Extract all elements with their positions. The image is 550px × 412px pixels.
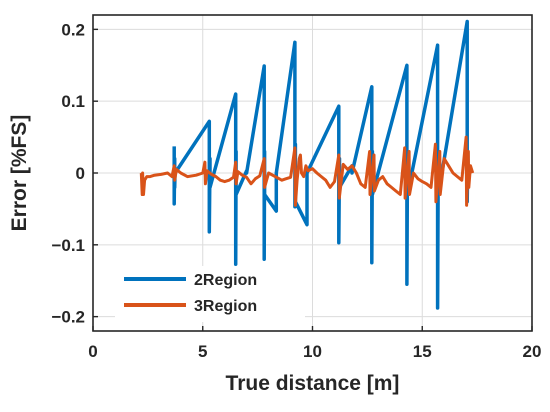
- x-tick-label-2: 10: [303, 342, 322, 361]
- y-tick-label-0: −0.2: [51, 308, 85, 327]
- x-tick-label-1: 5: [198, 342, 207, 361]
- legend-label-3region: 3Region: [194, 298, 257, 315]
- series-layer: [139, 19, 475, 310]
- x-tick-label-4: 20: [523, 342, 542, 361]
- ticks: 0 5 10 15 20 −0.2 −0.1 0 0.1 0.2: [51, 20, 541, 361]
- legend: 2Region 3Region: [115, 266, 305, 322]
- series-line-2region: [172, 19, 470, 310]
- x-tick-label-3: 15: [413, 342, 432, 361]
- y-tick-label-4: 0.2: [61, 20, 85, 39]
- legend-label-2region: 2Region: [194, 272, 257, 289]
- x-tick-label-0: 0: [88, 342, 97, 361]
- y-tick-label-3: 0.1: [61, 92, 85, 111]
- series-line-3region: [139, 135, 475, 207]
- y-axis-label: Error [%FS]: [8, 115, 31, 232]
- y-tick-label-2: 0: [76, 164, 85, 183]
- x-axis-label: True distance [m]: [226, 372, 400, 395]
- y-tick-label-1: −0.1: [51, 236, 85, 255]
- legend-box: [115, 266, 305, 322]
